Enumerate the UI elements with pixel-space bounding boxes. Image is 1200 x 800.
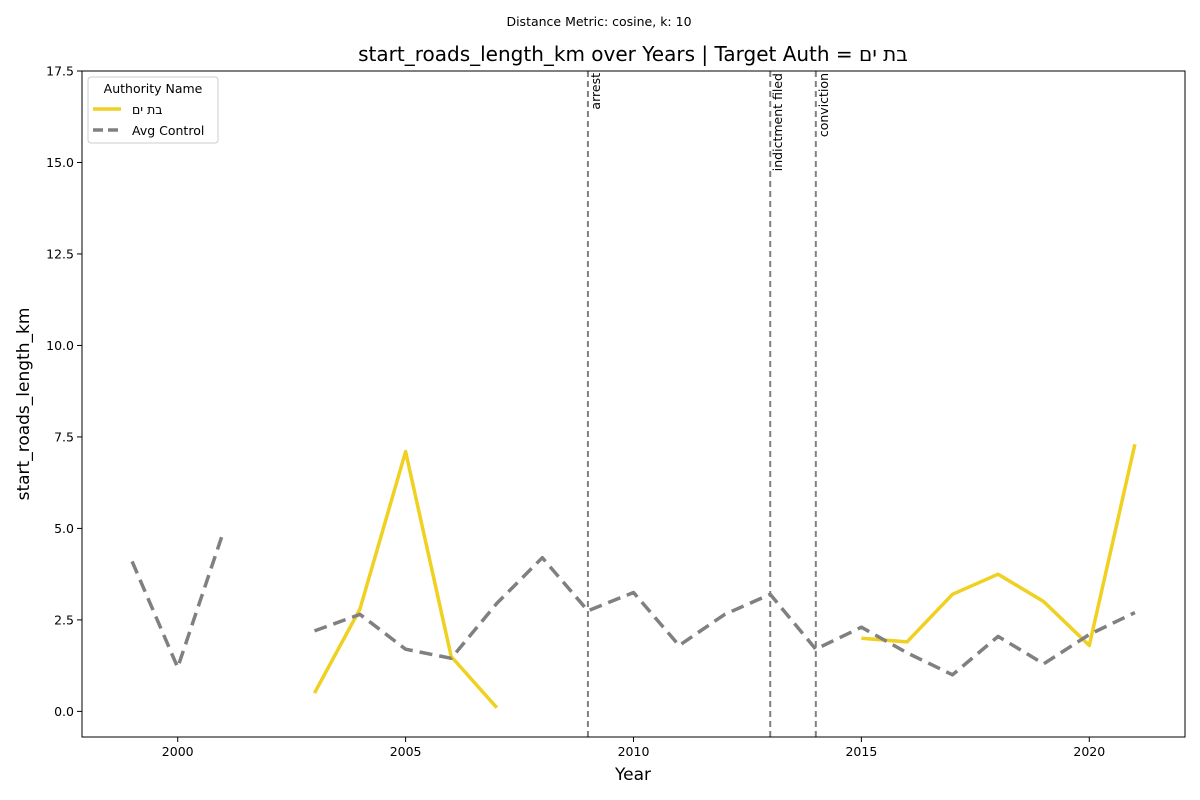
plot-area: arrest indictment filed conviction	[130, 71, 1137, 737]
event-label-arrest: arrest	[588, 73, 603, 110]
y-axis: 0.0 2.5 5.0 7.5 10.0 12.5 15.0 17.5	[46, 64, 82, 719]
series-line-bat-yam	[312, 449, 499, 709]
legend-label-bat-yam: בת ים	[132, 102, 163, 117]
series-line-avg-control	[130, 531, 225, 670]
chart-suptitle: Distance Metric: cosine, k: 10	[506, 14, 691, 29]
x-axis-label: Year	[614, 765, 651, 785]
series-line-avg-control	[313, 555, 1136, 677]
y-tick-label: 7.5	[54, 429, 74, 444]
chart-title: start_roads_length_km over Years | Targe…	[358, 42, 908, 66]
legend-box	[87, 76, 219, 144]
y-tick-label: 0.0	[54, 704, 74, 719]
y-tick-label: 10.0	[46, 338, 74, 353]
x-axis: 2000 2005 2010 2015 2020	[162, 737, 1105, 759]
y-axis-label: start_roads_length_km	[14, 308, 34, 501]
x-tick-label: 2000	[162, 744, 194, 759]
x-tick-label: 2015	[845, 744, 877, 759]
series-line-bat-yam	[861, 443, 1137, 648]
y-tick-label: 2.5	[54, 612, 74, 627]
event-label-indictment-filed: indictment filed	[770, 73, 785, 171]
y-tick-label: 12.5	[46, 246, 74, 261]
event-label-conviction: conviction	[816, 73, 831, 137]
y-tick-label: 17.5	[46, 64, 74, 79]
legend-label-avg-control: Avg Control	[132, 123, 204, 138]
x-tick-label: 2020	[1073, 744, 1105, 759]
plot-frame	[81, 70, 1186, 738]
legend: Authority Name בת ים Avg Control	[87, 76, 219, 144]
x-tick-label: 2010	[618, 744, 650, 759]
legend-title: Authority Name	[104, 81, 203, 96]
x-tick-label: 2005	[390, 744, 422, 759]
y-tick-label: 15.0	[46, 155, 74, 170]
y-tick-label: 5.0	[54, 521, 74, 536]
